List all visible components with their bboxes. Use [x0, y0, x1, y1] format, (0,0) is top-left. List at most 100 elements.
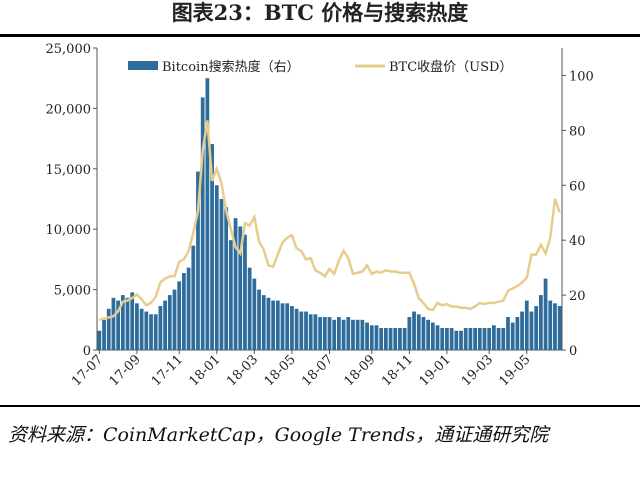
y2-tick-label: 80 — [569, 124, 586, 139]
price-line — [98, 120, 561, 322]
x-tick-label: 19-01 — [417, 352, 454, 389]
bar — [501, 328, 506, 350]
bar — [243, 234, 247, 350]
top-rule — [0, 34, 640, 37]
bar — [238, 226, 243, 350]
bar — [294, 308, 299, 350]
bottom-rule — [0, 405, 640, 407]
bar — [210, 144, 214, 350]
y2-tick-label: 60 — [569, 179, 586, 194]
bar — [477, 328, 482, 350]
bar — [275, 300, 280, 350]
bar — [548, 300, 553, 350]
bar — [186, 267, 191, 350]
bar — [318, 317, 322, 350]
y-tick-label: 10,000 — [46, 223, 92, 238]
bar — [374, 325, 379, 350]
bar — [144, 311, 149, 350]
bar — [388, 328, 393, 350]
y-tick-label: 15,000 — [46, 163, 92, 178]
x-tick-label: 19-05 — [496, 352, 533, 389]
bar — [257, 289, 261, 350]
bar — [398, 328, 402, 350]
bar — [515, 317, 520, 350]
bar — [383, 328, 388, 350]
bar — [473, 328, 477, 350]
bar — [487, 328, 492, 350]
bar — [252, 278, 257, 350]
y2-tick-label: 100 — [569, 69, 594, 84]
legend-label: Bitcoin搜索热度（右） — [162, 59, 300, 75]
bar — [219, 199, 224, 350]
bar — [355, 319, 360, 350]
bar — [130, 292, 135, 350]
bar — [205, 78, 210, 350]
bar — [421, 317, 426, 350]
bar — [365, 322, 369, 350]
bar — [553, 303, 557, 350]
x-tick-label: 18-11 — [379, 352, 416, 389]
x-tick-label: 18-03 — [224, 352, 261, 389]
bar — [285, 303, 290, 350]
bar — [139, 308, 144, 350]
bar — [233, 218, 238, 350]
bar — [106, 308, 111, 350]
bar — [308, 314, 313, 350]
bar — [346, 317, 351, 350]
chart: 图表23：BTC 价格与搜索热度 0 5,000 10,000 15,000 20,00… — [0, 0, 640, 407]
x-tick-label: 17-09 — [107, 352, 144, 389]
bar — [506, 317, 510, 350]
bar — [379, 328, 384, 350]
y-tick-label: 0 — [83, 344, 91, 359]
bar — [125, 297, 130, 350]
bar — [492, 325, 496, 350]
y2-tick-label: 40 — [569, 234, 586, 249]
x-tick-label: 18-01 — [186, 352, 223, 389]
bar — [149, 314, 153, 350]
chart-title: 图表23：BTC 价格与搜索热度 — [172, 0, 469, 25]
bar — [332, 319, 337, 350]
x-tick-label: 18-09 — [341, 352, 378, 389]
bar — [313, 314, 318, 350]
bar — [360, 319, 365, 350]
bar — [529, 311, 534, 350]
bar — [167, 295, 172, 350]
bar — [182, 273, 186, 350]
bar — [510, 322, 515, 350]
x-tick-label: 17-11 — [149, 352, 186, 389]
bar — [97, 330, 102, 350]
bar — [543, 278, 548, 350]
bar — [135, 303, 139, 350]
bar — [214, 185, 219, 350]
bar — [102, 319, 106, 350]
bar — [341, 319, 346, 350]
legend-label: BTC收盘价（USD） — [389, 59, 512, 75]
bar — [463, 328, 468, 350]
bar — [524, 300, 529, 350]
bar — [520, 311, 524, 350]
bar — [172, 289, 177, 350]
bar — [337, 317, 341, 350]
bar — [261, 295, 266, 350]
bar — [416, 314, 421, 350]
bar — [163, 300, 167, 350]
bar — [266, 297, 271, 350]
bar — [200, 97, 205, 350]
bar — [430, 322, 435, 350]
bar — [454, 330, 459, 350]
bar — [247, 267, 252, 350]
y-tick-label: 5,000 — [54, 284, 91, 299]
bar — [158, 306, 163, 350]
y2-tick-label: 0 — [569, 344, 577, 359]
bar — [120, 295, 125, 350]
x-tick-label: 18-05 — [262, 352, 299, 389]
bar — [412, 311, 416, 350]
bar — [445, 328, 449, 350]
bar — [482, 328, 487, 350]
bar — [196, 171, 200, 350]
bar — [369, 325, 374, 350]
bar — [459, 330, 463, 350]
bar — [393, 328, 398, 350]
bar — [322, 317, 327, 350]
bar — [534, 306, 539, 350]
